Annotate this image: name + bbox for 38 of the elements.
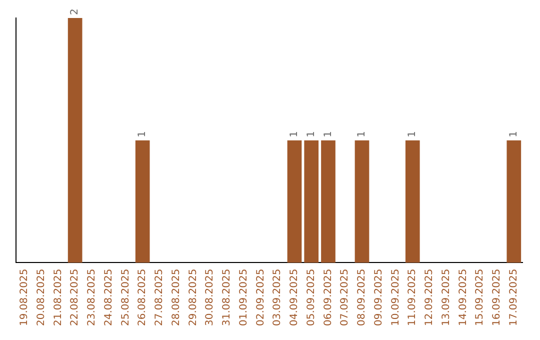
x-tick-label: 29.08.2025 [188,268,199,326]
x-tick-label: 10.09.2025 [390,268,402,326]
x-tick-label: 05.09.2025 [306,268,317,326]
x-tick-label: 27.08.2025 [154,268,166,326]
x-tick-label: 17.09.2025 [508,268,520,326]
x-tick-label: 25.08.2025 [120,268,132,326]
data-label: 1 [306,130,317,138]
x-tick-label: 24.08.2025 [103,268,114,326]
x-tick-label: 21.08.2025 [52,268,64,326]
x-tick-label: 12.09.2025 [424,268,436,326]
data-label: 1 [407,130,418,138]
x-tick-label: 01.09.2025 [238,268,250,326]
x-tick-label: 08.09.2025 [356,268,368,326]
x-tick-label: 19.08.2025 [19,268,30,326]
x-tick-label: 30.08.2025 [204,268,216,326]
x-tick-label: 26.08.2025 [137,268,148,326]
x-tick-label: 14.09.2025 [458,268,469,326]
data-label: 1 [508,130,520,138]
x-tick-label: 23.08.2025 [86,268,98,326]
x-tick-label: 20.08.2025 [36,268,47,326]
x-tick-label: 31.08.2025 [222,268,233,326]
x-tick-label: 03.09.2025 [272,268,284,326]
x-tick-label: 15.09.2025 [474,268,486,326]
x-tick-label: 28.08.2025 [170,268,182,326]
x-tick-label: 02.09.2025 [255,268,266,326]
data-label: 2 [70,8,81,15]
data-label: 1 [137,130,148,138]
data-label: 1 [322,130,334,138]
x-tick-label: 09.09.2025 [373,268,384,326]
x-tick-label: 13.09.2025 [440,268,452,326]
data-label: 1 [289,130,300,138]
x-tick-label: 06.09.2025 [322,268,334,326]
data-label: 1 [356,130,368,138]
x-tick-label: 22.08.2025 [70,268,81,326]
x-tick-label: 11.09.2025 [407,268,418,326]
x-tick-label: 04.09.2025 [289,268,300,326]
x-tick-label: 16.09.2025 [492,268,503,326]
x-tick-label: 07.09.2025 [340,268,351,326]
